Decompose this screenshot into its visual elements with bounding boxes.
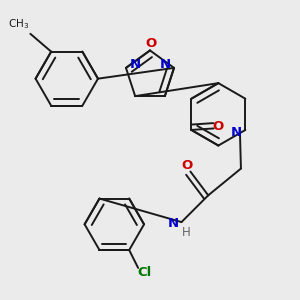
Text: CH$_3$: CH$_3$ bbox=[8, 18, 29, 32]
Text: O: O bbox=[146, 37, 157, 50]
Text: O: O bbox=[212, 121, 224, 134]
Text: H: H bbox=[182, 226, 190, 239]
Text: N: N bbox=[129, 58, 140, 71]
Text: O: O bbox=[181, 158, 193, 172]
Text: N: N bbox=[231, 126, 242, 140]
Text: N: N bbox=[168, 217, 179, 230]
Text: Cl: Cl bbox=[137, 266, 152, 279]
Text: N: N bbox=[160, 58, 171, 71]
